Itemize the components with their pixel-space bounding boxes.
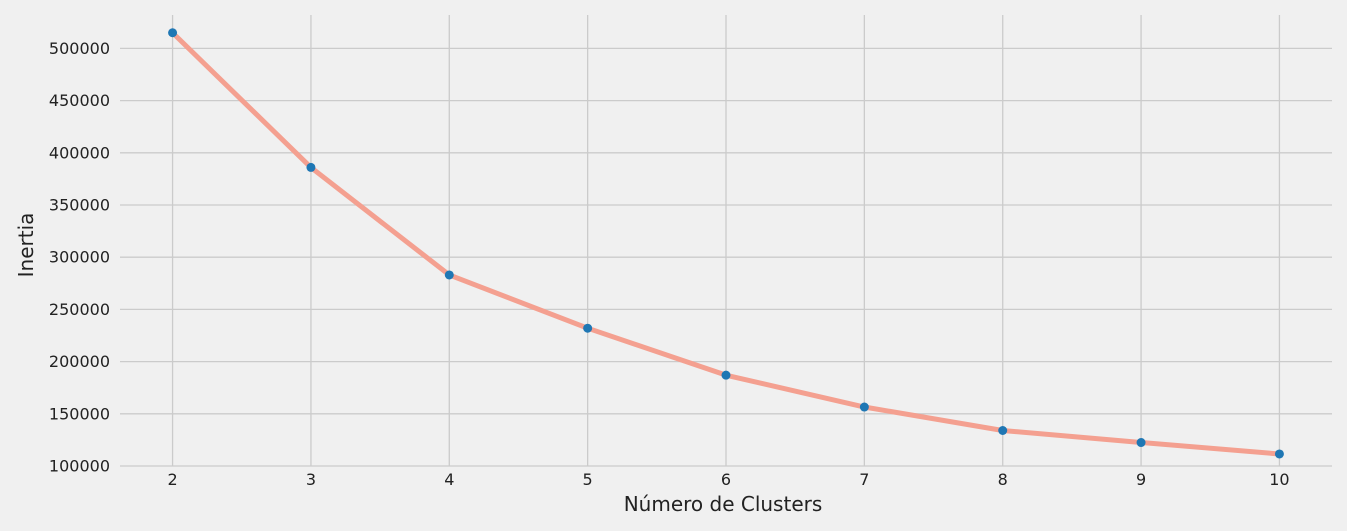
series-layer xyxy=(168,28,1284,459)
y-tick-label: 400000 xyxy=(49,143,110,162)
y-tick-label: 300000 xyxy=(49,248,110,267)
y-tick-label: 250000 xyxy=(49,300,110,319)
data-point xyxy=(306,162,316,172)
x-tick-label: 3 xyxy=(306,470,316,489)
x-tick-label: 5 xyxy=(583,470,593,489)
x-tick-label: 7 xyxy=(859,470,869,489)
x-tick-label: 2 xyxy=(167,470,177,489)
y-tick-label: 500000 xyxy=(49,39,110,58)
x-tick-label: 9 xyxy=(1136,470,1146,489)
data-point xyxy=(721,370,731,380)
data-point xyxy=(168,28,178,38)
x-tick-label: 10 xyxy=(1269,470,1289,489)
y-tick-label: 350000 xyxy=(49,196,110,215)
x-tick-label: 6 xyxy=(721,470,731,489)
data-point xyxy=(1274,449,1284,459)
data-point xyxy=(859,402,869,412)
y-axis-label: Inertia xyxy=(14,213,38,278)
y-tick-label: 200000 xyxy=(49,352,110,371)
y-tick-labels: 100000 150000 200000 250000 300000 350000 4000… xyxy=(49,39,110,476)
data-point xyxy=(998,426,1008,436)
x-axis-label: Número de Clusters xyxy=(624,492,823,516)
x-tick-label: 4 xyxy=(444,470,454,489)
data-point xyxy=(1136,438,1146,448)
data-point xyxy=(583,323,593,333)
y-tick-label: 150000 xyxy=(49,404,110,423)
x-tick-label: 8 xyxy=(998,470,1008,489)
x-tick-labels: 2 3 4 5 6 7 8 9 10 xyxy=(167,470,1289,489)
y-tick-label: 450000 xyxy=(49,91,110,110)
y-tick-label: 100000 xyxy=(49,457,110,476)
x-gridlines xyxy=(171,15,1281,466)
data-point xyxy=(444,270,454,280)
